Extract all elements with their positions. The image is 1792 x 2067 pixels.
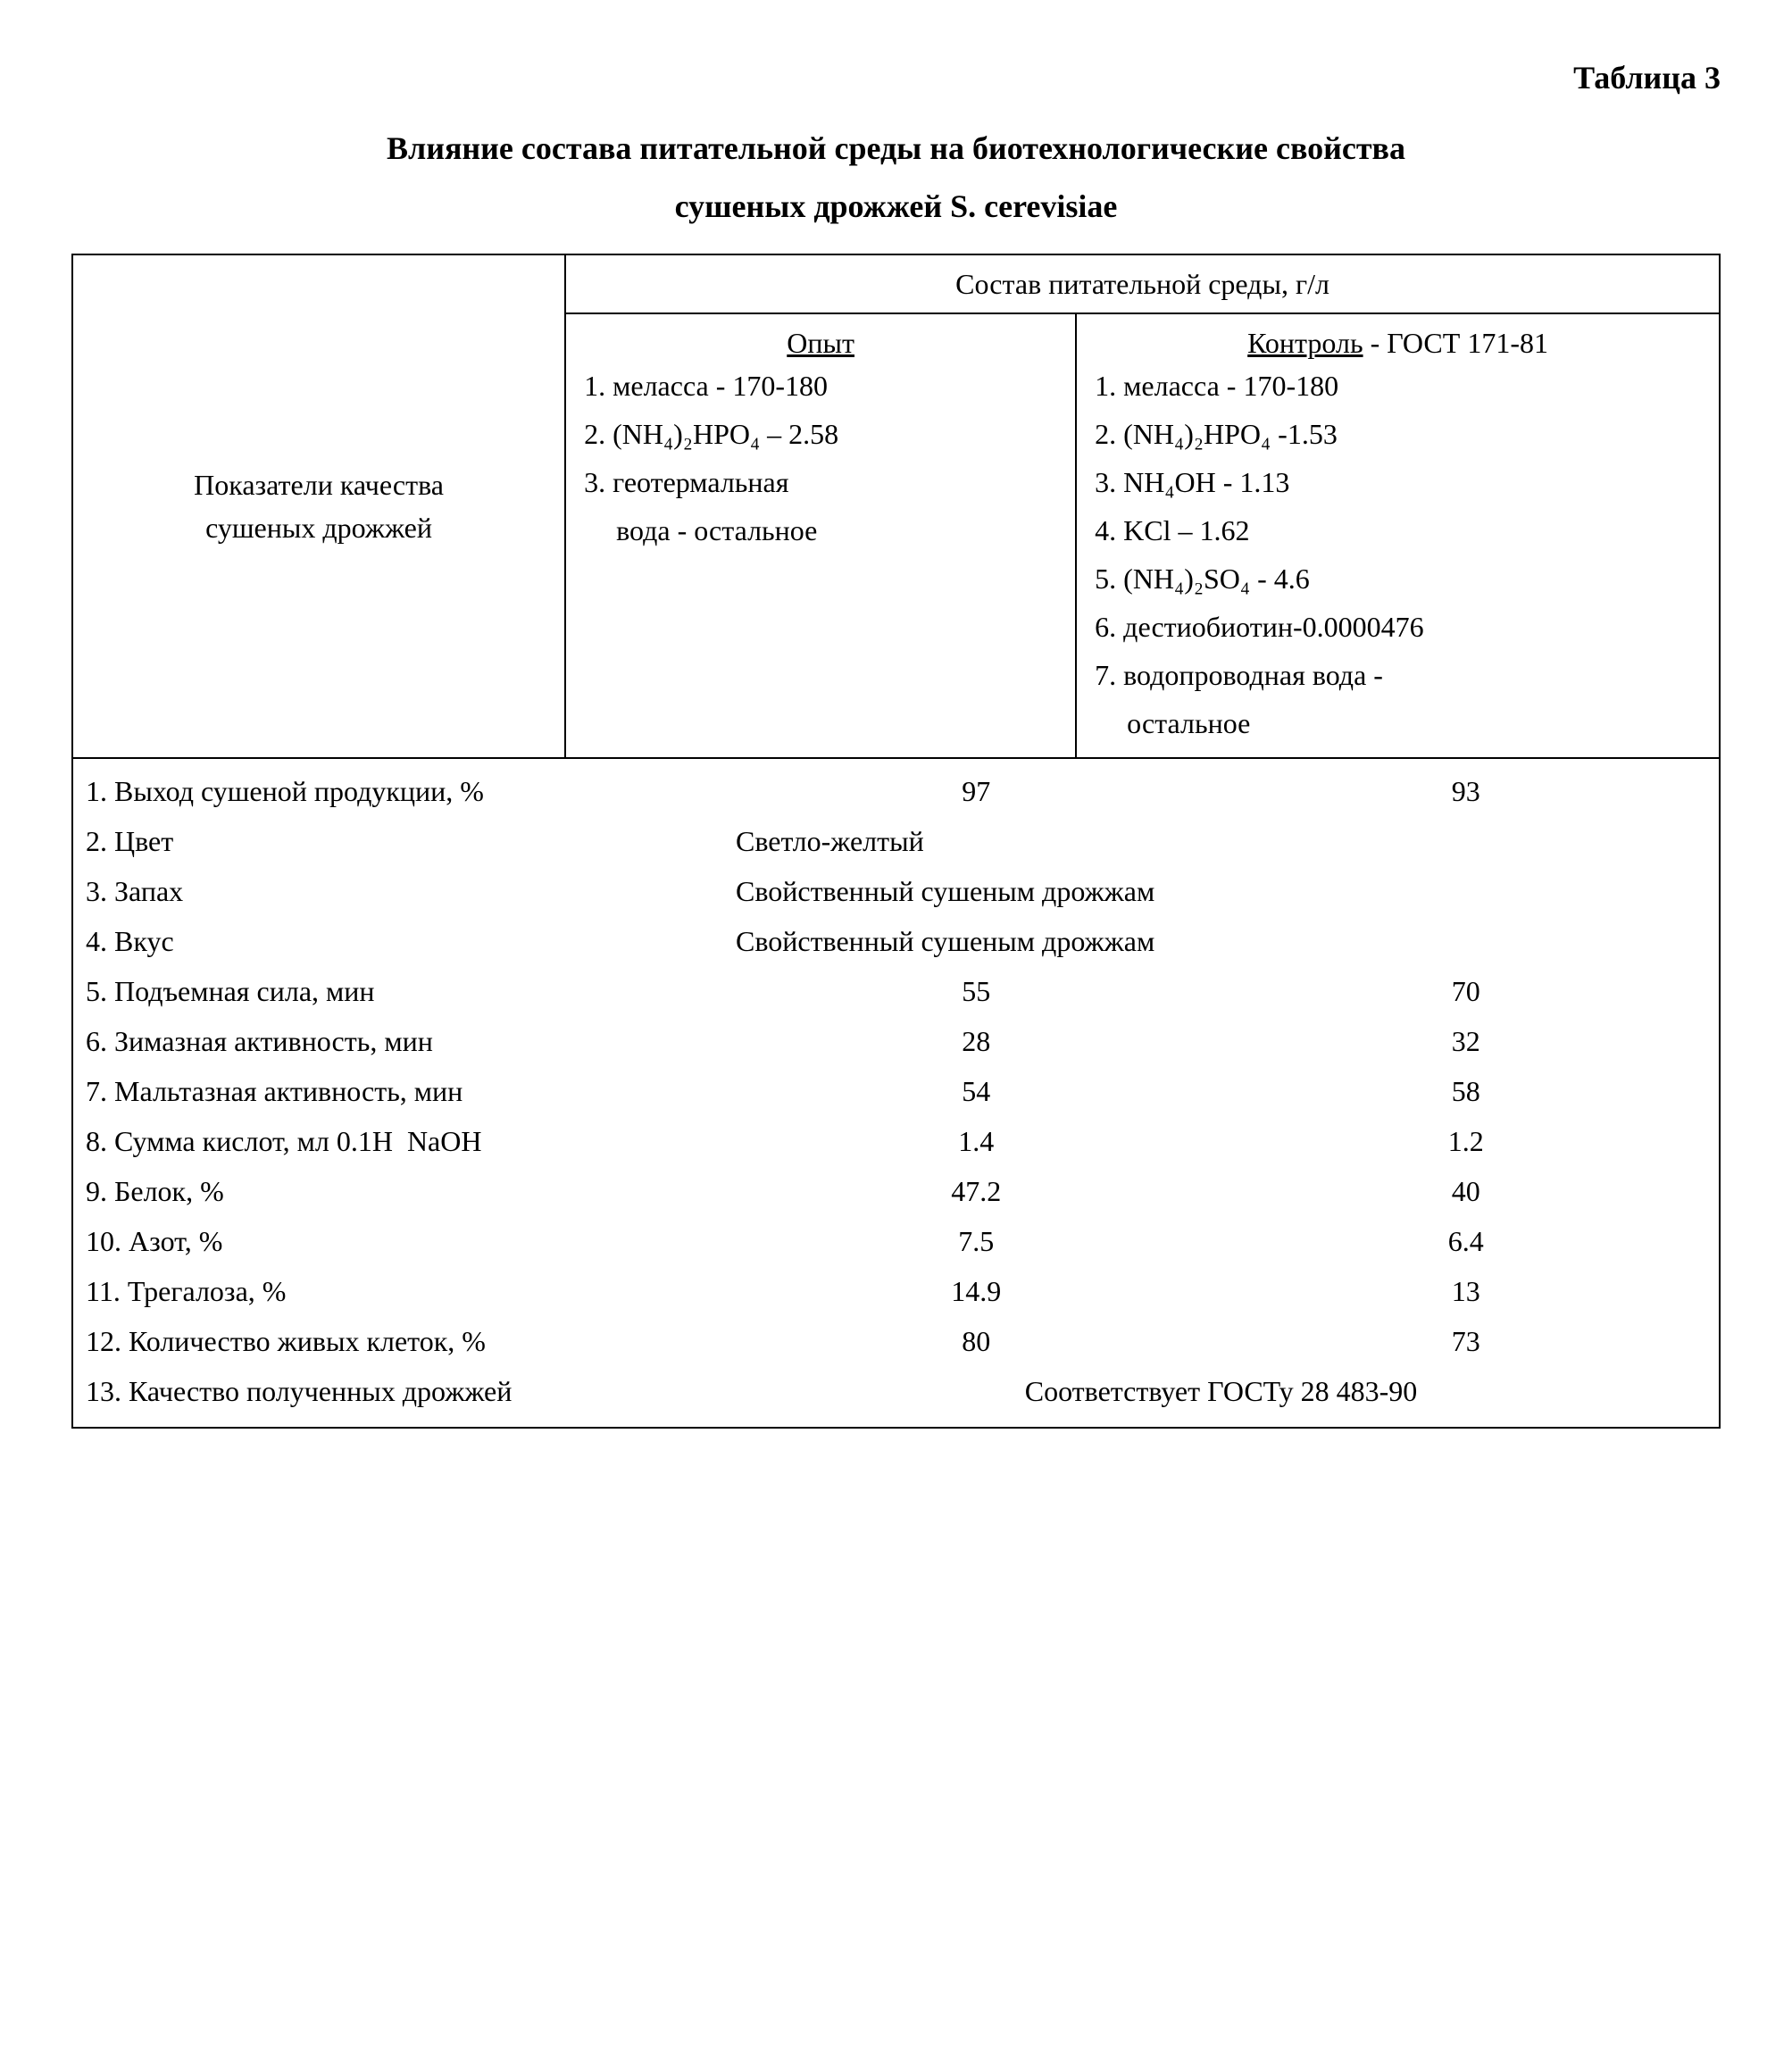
table-row: 10. Азот, %7.56.4	[86, 1216, 1706, 1266]
table-body-cell: 1. Выход сушеной продукции, %97932. Цвет…	[72, 758, 1720, 1428]
table-row: 3. ЗапахСвойственный сушеным дрожжам	[86, 866, 1706, 916]
param-value-ctrl: 13	[1226, 1270, 1707, 1313]
param-value-exp: 54	[736, 1070, 1217, 1113]
table-row: 9. Белок, %47.240	[86, 1166, 1706, 1216]
param-value-exp: 97	[736, 770, 1217, 813]
exp-comp-line: вода - остальное	[579, 509, 1063, 552]
param-label: 9. Белок, %	[86, 1170, 727, 1213]
ctrl-comp-line: остальное	[1089, 702, 1706, 745]
table-row: 6. Зимазная активность, мин2832	[86, 1016, 1706, 1066]
param-label: 13. Качество полученных дрожжей	[86, 1370, 727, 1413]
table-row: 8. Сумма кислот, мл 0.1Н NaOH1.41.2	[86, 1116, 1706, 1166]
param-label: 12. Количество живых клеток, %	[86, 1320, 727, 1363]
exp-comp-line: 3. геотермальная	[579, 461, 1063, 504]
param-value-span: Светло-желтый	[736, 820, 1706, 863]
param-label: 4. Вкус	[86, 920, 727, 963]
param-value-span: Свойственный сушеным дрожжам	[736, 870, 1706, 913]
param-value-ctrl: 32	[1226, 1020, 1707, 1063]
param-label: 8. Сумма кислот, мл 0.1Н NaOH	[86, 1120, 727, 1163]
table-row: 7. Мальтазная активность, мин5458	[86, 1066, 1706, 1116]
param-label: 7. Мальтазная активность, мин	[86, 1070, 727, 1113]
param-label: 2. Цвет	[86, 820, 727, 863]
title-line-1: Влияние состава питательной среды на био…	[387, 130, 1405, 166]
header-control-title-underline: Контроль	[1247, 327, 1363, 359]
param-label: 5. Подъемная сила, мин	[86, 970, 727, 1013]
param-value-exp: 7.5	[736, 1220, 1217, 1263]
param-value-exp: 55	[736, 970, 1217, 1013]
ctrl-comp-line: 7. водопроводная вода -	[1089, 654, 1706, 696]
control-composition: 1. меласса - 170-180 2. (NH₄)₂HPO₄ -1.53…	[1089, 364, 1706, 745]
ctrl-comp-line: 1. меласса - 170-180	[1089, 364, 1706, 407]
header-control-title-rest: - ГОСТ 171-81	[1363, 327, 1548, 359]
param-label: 10. Азот, %	[86, 1220, 727, 1263]
param-value-ctrl: 58	[1226, 1070, 1707, 1113]
table-row: 12. Количество живых клеток, %8073	[86, 1316, 1706, 1366]
ctrl-comp-line: 5. (NH₄)₂SO₄ - 4.6	[1089, 557, 1706, 600]
header-super-cell: Состав питательной среды, г/л	[565, 254, 1720, 313]
header-experiment-title: Опыт	[787, 327, 854, 359]
param-value-ctrl: 73	[1226, 1320, 1707, 1363]
header-experiment-cell: Опыт 1. меласса - 170-180 2. (NH₄)₂HPO₄ …	[565, 313, 1076, 758]
table-title: Влияние состава питательной среды на био…	[71, 120, 1721, 236]
param-value-ctrl: 6.4	[1226, 1220, 1707, 1263]
param-label: 11. Трегалоза, %	[86, 1270, 727, 1313]
param-value-exp: 28	[736, 1020, 1217, 1063]
param-value-ctrl: 1.2	[1226, 1120, 1707, 1163]
param-value-exp: 14.9	[736, 1270, 1217, 1313]
header-left-cell: Показатели качества сушеных дрожжей	[72, 254, 565, 758]
table-row: 2. ЦветСветло-желтый	[86, 816, 1706, 866]
param-value-ctrl: 93	[1226, 770, 1707, 813]
param-value-exp: 1.4	[736, 1120, 1217, 1163]
title-line-2: сушеных дрожжей S. cerevisiae	[675, 188, 1118, 224]
header-left-text: Показатели качества сушеных дрожжей	[194, 469, 444, 544]
header-super-text: Состав питательной среды, г/л	[955, 268, 1329, 300]
header-control-cell: Контроль - ГОСТ 171-81 1. меласса - 170-…	[1076, 313, 1720, 758]
ctrl-comp-line: 6. дестиобиотин-0.0000476	[1089, 605, 1706, 648]
param-value-ctrl: 40	[1226, 1170, 1707, 1213]
param-value-exp: 80	[736, 1320, 1217, 1363]
param-label: 1. Выход сушеной продукции, %	[86, 770, 727, 813]
table-row: 4. ВкусСвойственный сушеным дрожжам	[86, 916, 1706, 966]
experiment-composition: 1. меласса - 170-180 2. (NH₄)₂HPO₄ – 2.5…	[579, 364, 1063, 552]
param-label: 3. Запах	[86, 870, 727, 913]
ctrl-comp-line: 2. (NH₄)₂HPO₄ -1.53	[1089, 413, 1706, 455]
param-label: 6. Зимазная активность, мин	[86, 1020, 727, 1063]
exp-comp-line: 1. меласса - 170-180	[579, 364, 1063, 407]
table-body: 1. Выход сушеной продукции, %97932. Цвет…	[73, 759, 1719, 1427]
exp-comp-line: 2. (NH₄)₂HPO₄ – 2.58	[579, 413, 1063, 455]
param-value-span: Соответствует ГОСТу 28 483-90	[736, 1370, 1706, 1413]
main-table: Показатели качества сушеных дрожжей Сост…	[71, 254, 1721, 1429]
table-row: 1. Выход сушеной продукции, %9793	[86, 766, 1706, 816]
param-value-ctrl: 70	[1226, 970, 1707, 1013]
table-label: Таблица 3	[71, 54, 1721, 102]
table-row: 11. Трегалоза, %14.913	[86, 1266, 1706, 1316]
param-value-exp: 47.2	[736, 1170, 1217, 1213]
ctrl-comp-line: 3. NH₄OH - 1.13	[1089, 461, 1706, 504]
ctrl-comp-line: 4. KCl – 1.62	[1089, 509, 1706, 552]
table-row: 13. Качество полученных дрожжейСоответст…	[86, 1366, 1706, 1416]
param-value-span: Свойственный сушеным дрожжам	[736, 920, 1706, 963]
table-row: 5. Подъемная сила, мин5570	[86, 966, 1706, 1016]
